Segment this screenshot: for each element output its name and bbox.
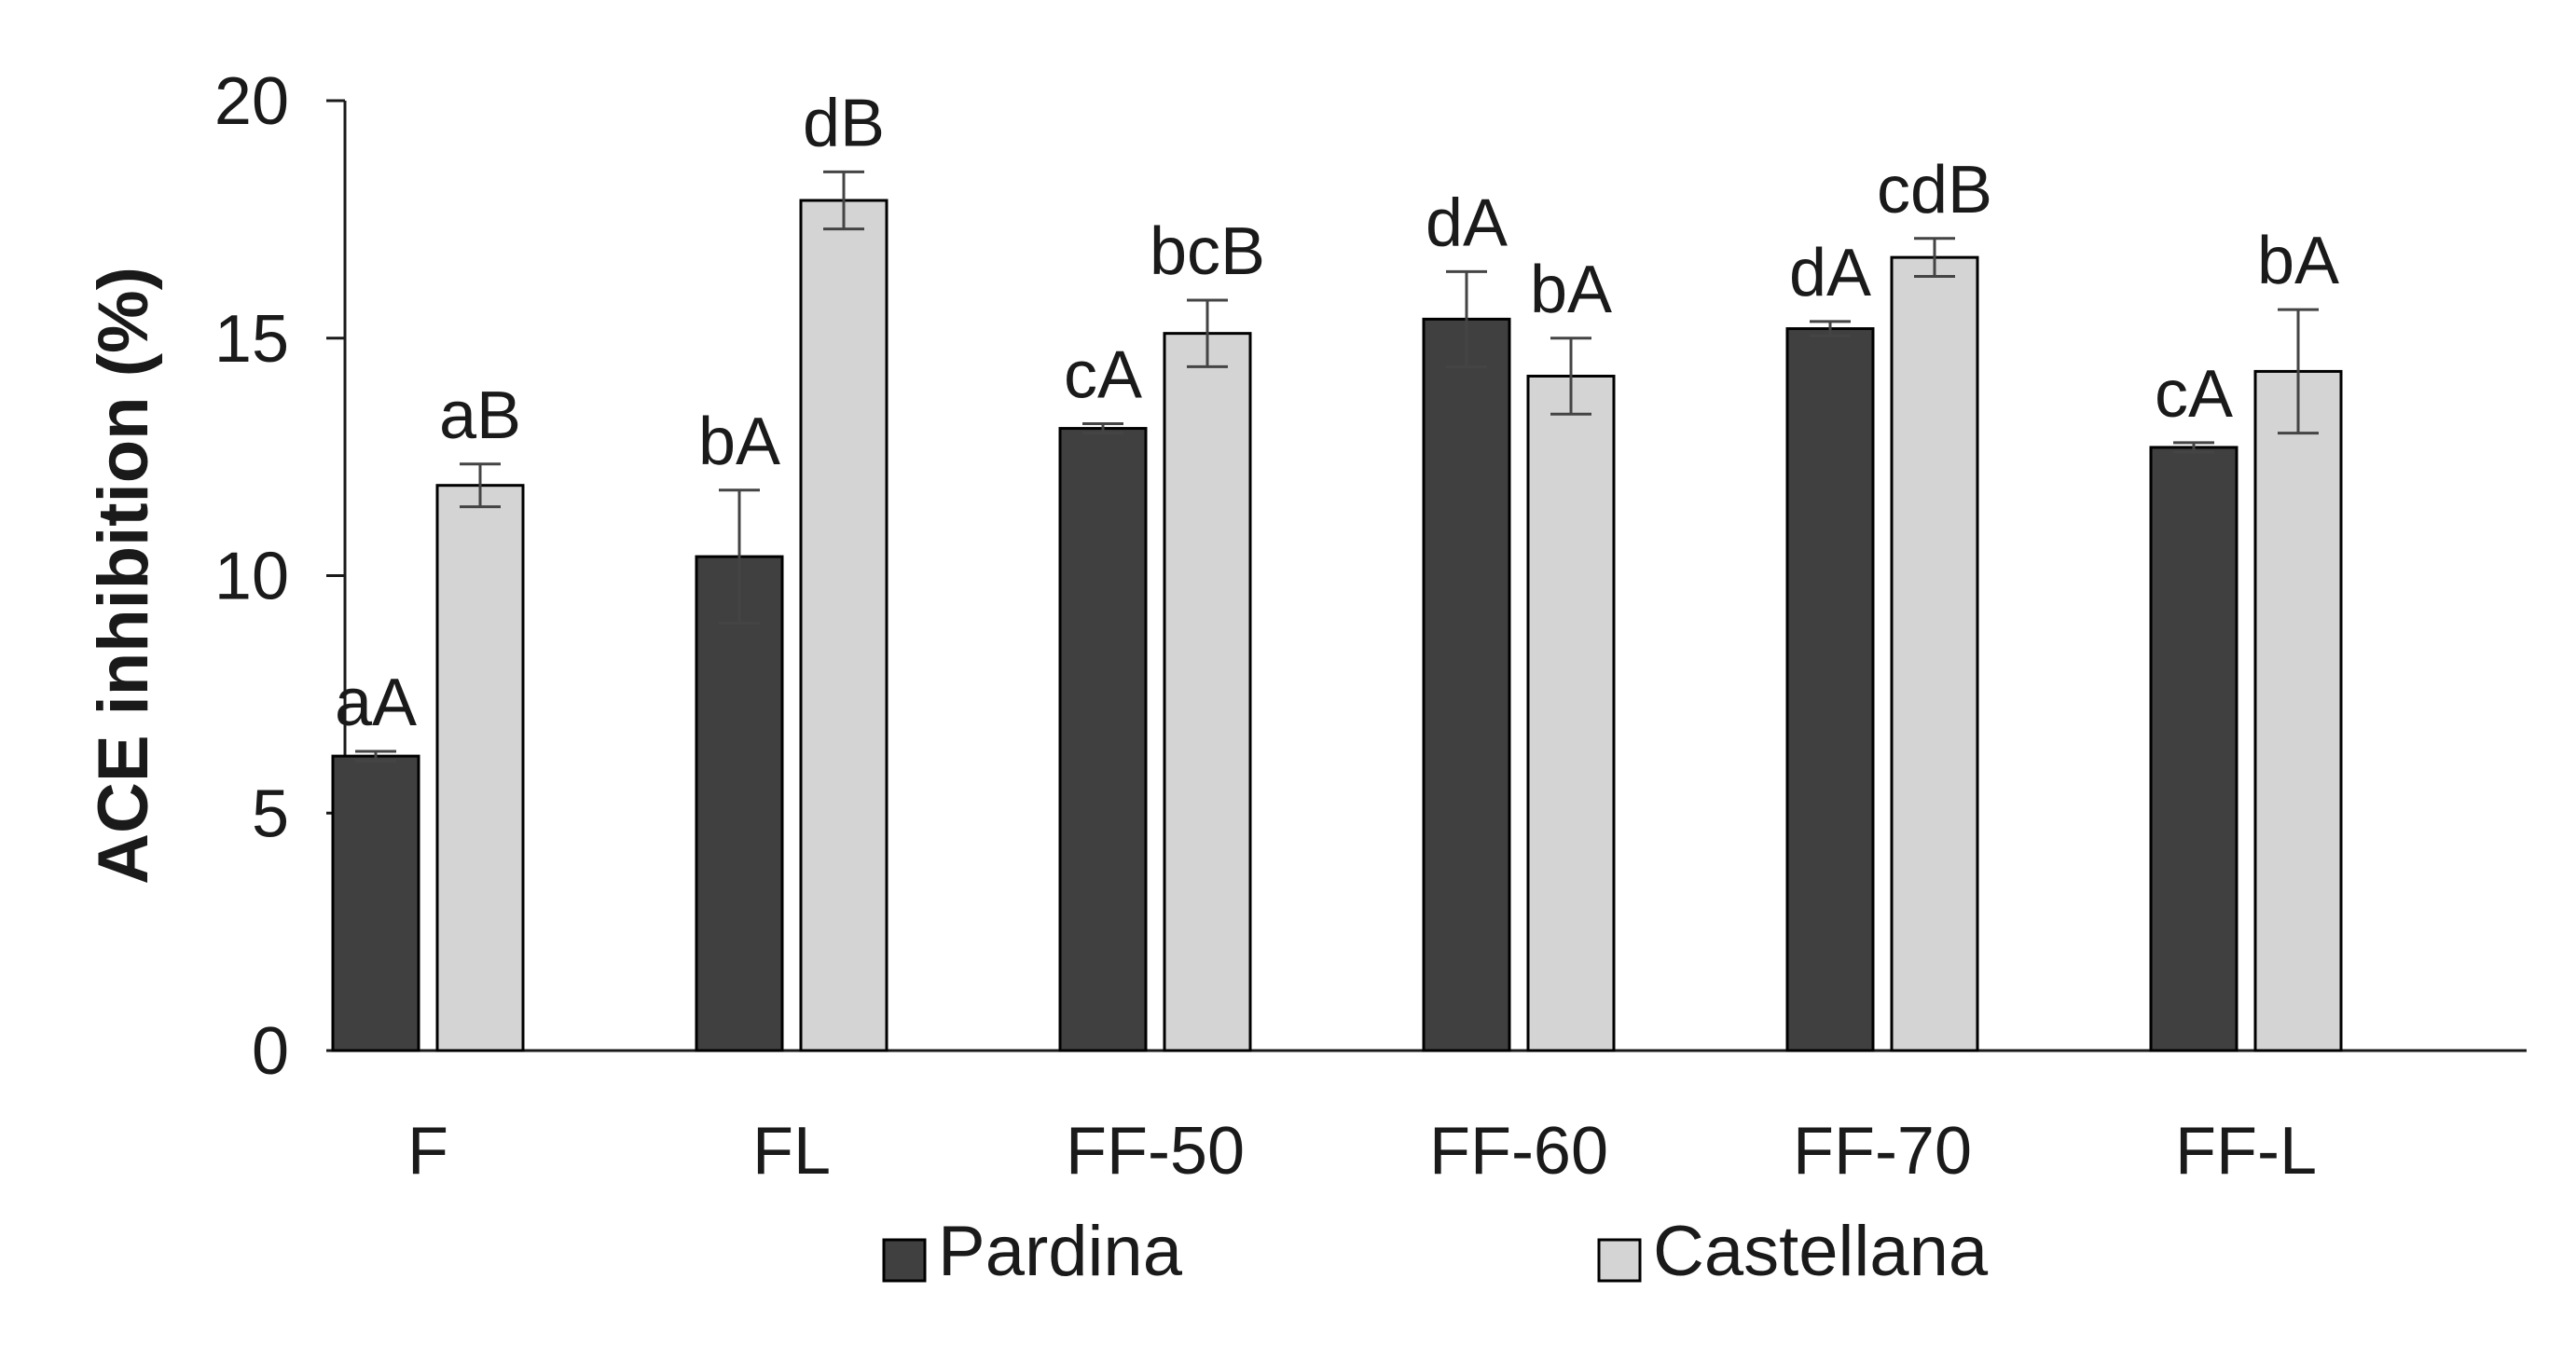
- bar-pardina: [695, 555, 784, 1052]
- significance-label: bA: [1530, 253, 1612, 327]
- legend-label-castellana: Castellana: [1653, 1212, 1989, 1291]
- x-category-label: FF-50: [1066, 1114, 1245, 1189]
- bar-castellana: [1526, 375, 1616, 1052]
- significance-label: bA: [698, 405, 780, 479]
- bar-castellana: [1163, 332, 1252, 1052]
- bars-group: [331, 170, 2343, 1052]
- significance-label: dA: [1426, 186, 1508, 260]
- legend-label-pardina: Pardina: [938, 1212, 1183, 1291]
- significance-label: dB: [803, 86, 885, 160]
- x-category-label: F: [407, 1114, 448, 1189]
- y-tick-label: 10: [214, 540, 289, 614]
- y-tick-label: 0: [252, 1014, 289, 1089]
- significance-label: dA: [1789, 236, 1871, 310]
- significance-label: cA: [2155, 357, 2233, 432]
- bar-castellana: [2253, 369, 2343, 1052]
- y-tick-label: 20: [214, 64, 289, 139]
- legend-swatch-pardina: [882, 1238, 927, 1283]
- x-category-label: FF-60: [1429, 1114, 1608, 1189]
- x-category-label: FF-L: [2175, 1114, 2317, 1189]
- bar-castellana: [1890, 255, 1979, 1052]
- significance-label: aB: [439, 378, 521, 453]
- y-tick-label: 5: [252, 777, 289, 851]
- significance-label: bA: [2257, 224, 2339, 298]
- bar-pardina: [1058, 427, 1148, 1052]
- axes-group: 0 5 10 15 20 ACE inhibition (%): [84, 64, 2527, 1089]
- significance-label: bcB: [1150, 214, 1265, 289]
- significance-label: aA: [335, 666, 417, 740]
- x-category-label: FL: [752, 1114, 831, 1189]
- significance-label: cA: [1064, 337, 1142, 412]
- significance-label: cdB: [1877, 153, 1992, 227]
- bar-pardina: [1785, 327, 1875, 1052]
- y-tick-label: 15: [214, 302, 289, 377]
- bar-pardina: [331, 754, 420, 1052]
- y-axis-title: ACE inhibition (%): [84, 267, 163, 885]
- legend-swatch-castellana: [1597, 1238, 1642, 1283]
- labels-group: FaAaBFLbAdBFF-50cAbcBFF-60dAbAFF-70dAcdB…: [335, 86, 2339, 1189]
- x-category-label: FF-70: [1793, 1114, 1972, 1189]
- bar-pardina: [2149, 446, 2239, 1052]
- bar-castellana: [799, 199, 889, 1052]
- bar-castellana: [435, 484, 525, 1052]
- legend: Pardina Castellana: [882, 1212, 1989, 1291]
- bar-pardina: [1422, 317, 1511, 1052]
